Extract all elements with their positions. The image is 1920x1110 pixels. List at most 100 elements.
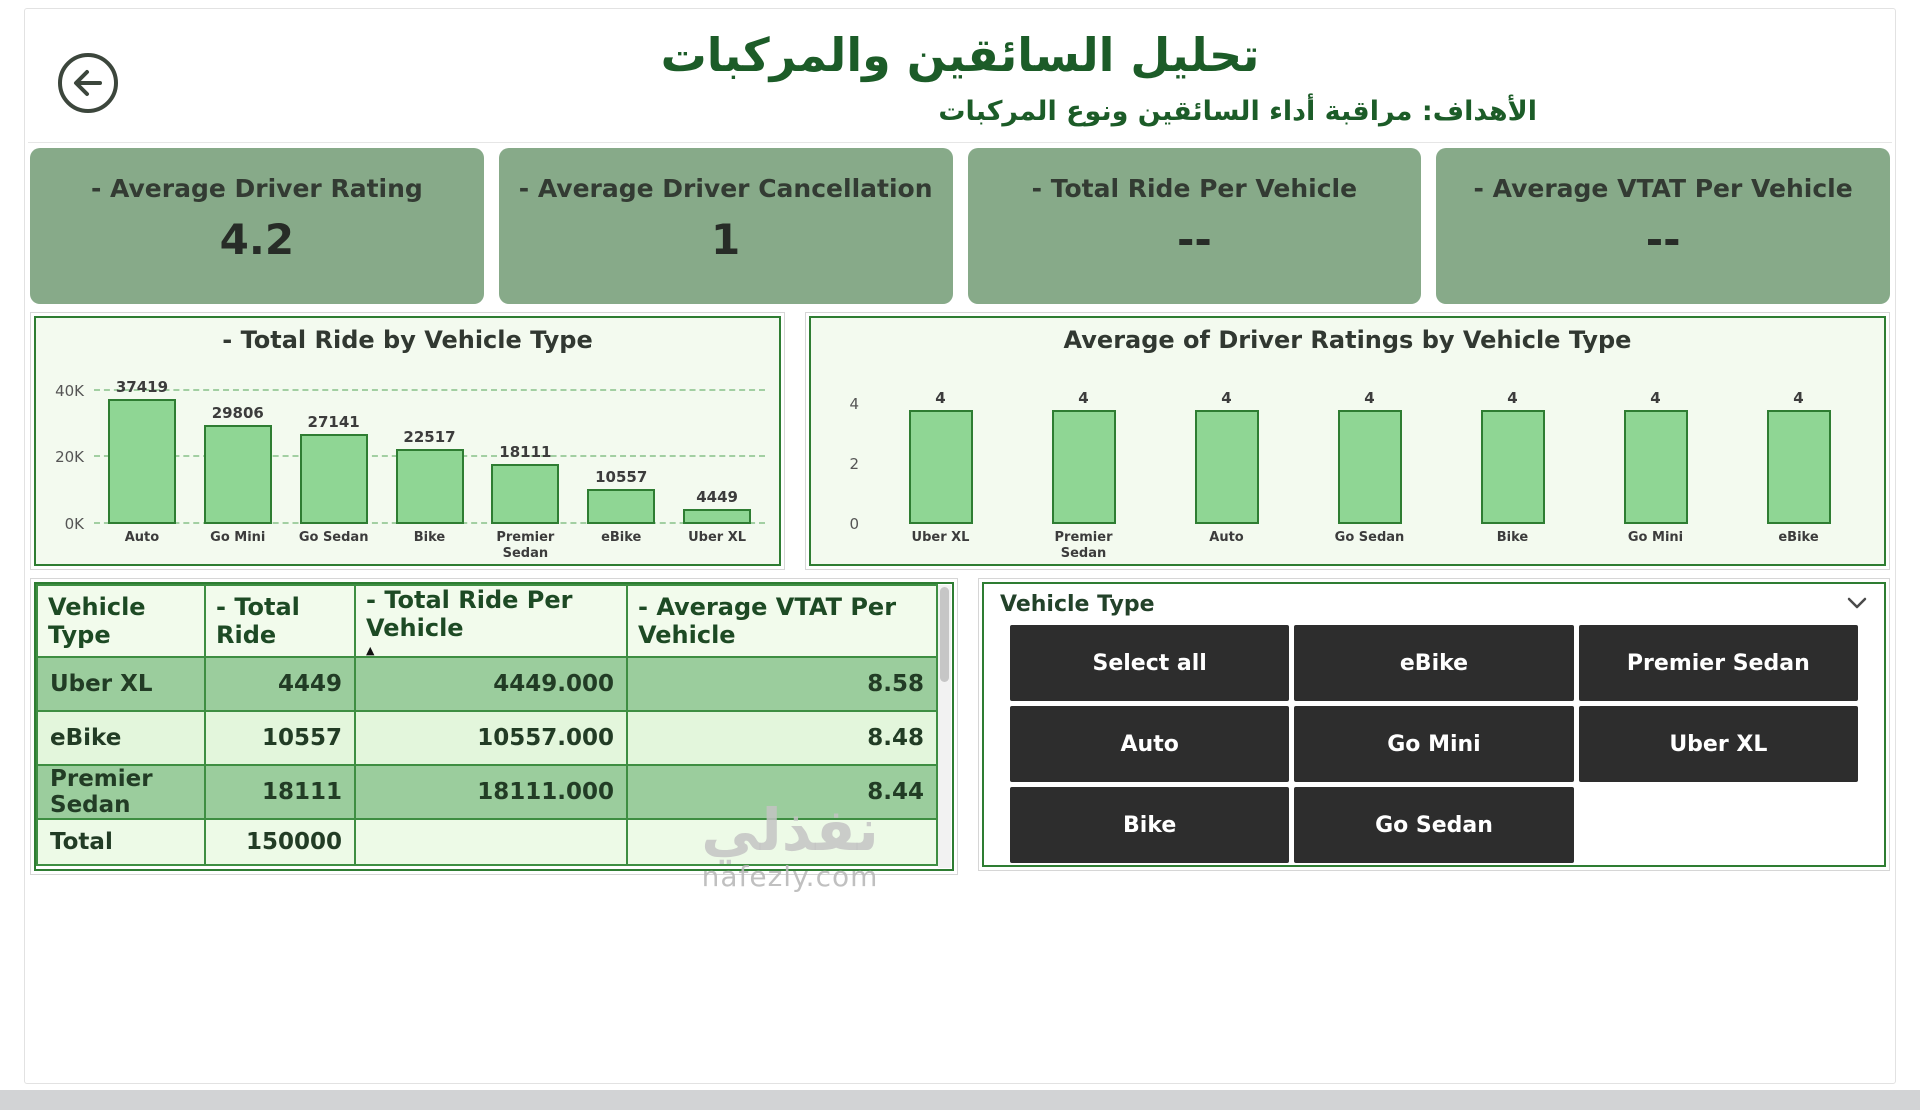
column-header-vehicle-type[interactable]: Vehicle Type bbox=[36, 584, 206, 658]
cell-empty bbox=[626, 818, 938, 866]
bar[interactable] bbox=[491, 463, 560, 524]
bar-value-label: 4 bbox=[935, 389, 946, 407]
back-button[interactable] bbox=[55, 50, 121, 116]
bar[interactable] bbox=[203, 424, 272, 524]
category-label: Go Mini bbox=[1627, 530, 1684, 545]
bar-value-label: 4 bbox=[1078, 389, 1089, 407]
y-axis: 0K 20K 40K bbox=[36, 374, 94, 533]
vehicle-table: Vehicle Type - Total Ride - Total Ride P… bbox=[36, 584, 938, 866]
y-tick-label: 2 bbox=[849, 455, 859, 473]
bar-value-label: 4 bbox=[1650, 389, 1661, 407]
bar[interactable] bbox=[299, 433, 368, 524]
slicer-option-uber-xl[interactable]: Uber XL bbox=[1578, 706, 1858, 782]
bar-value-label: 37419 bbox=[115, 378, 169, 397]
y-tick-label: 20K bbox=[55, 448, 84, 467]
category-label: eBike bbox=[601, 530, 642, 545]
cell-total-ride-per-vehicle: 10557.000 bbox=[354, 710, 628, 766]
bar[interactable] bbox=[107, 399, 176, 524]
table-scrollbar[interactable] bbox=[938, 585, 951, 868]
category-label: Uber XL bbox=[688, 530, 747, 545]
cell-total-ride-per-vehicle: 18111.000 bbox=[354, 764, 628, 820]
bar-value-label: 4 bbox=[1507, 389, 1518, 407]
bar-value-label: 4 bbox=[1364, 389, 1375, 407]
cell-total-label: Total bbox=[36, 818, 206, 866]
scrollbar-thumb[interactable] bbox=[940, 587, 949, 682]
bar[interactable] bbox=[395, 448, 464, 524]
table-header-row: Vehicle Type - Total Ride - Total Ride P… bbox=[36, 584, 938, 658]
gridline bbox=[94, 388, 765, 391]
slicer-options: Select all eBike Premier Sedan Auto Go Mini U… bbox=[984, 619, 1884, 863]
bar-value-label: 22517 bbox=[403, 427, 456, 446]
cell-average-vtat: 8.58 bbox=[626, 656, 938, 712]
slicer-option-select-all[interactable]: Select all bbox=[1010, 625, 1290, 701]
slicer-option-ebike[interactable]: eBike bbox=[1294, 625, 1574, 701]
chart-title: Average of Driver Ratings by Vehicle Typ… bbox=[1063, 326, 1632, 354]
chart-title: - Total Ride by Vehicle Type bbox=[222, 326, 593, 354]
vehicle-table-visual: Vehicle Type - Total Ride - Total Ride P… bbox=[30, 578, 958, 875]
bar[interactable] bbox=[587, 488, 656, 524]
y-tick-label: 0K bbox=[64, 515, 84, 533]
category-label: Go Mini bbox=[210, 530, 266, 545]
kpi-total-ride-per-vehicle: - Total Ride Per Vehicle -- bbox=[967, 148, 1422, 304]
slicer-option-auto[interactable]: Auto bbox=[1010, 706, 1290, 782]
slicer-option-bike[interactable]: Bike bbox=[1010, 787, 1290, 863]
bottom-row: Vehicle Type - Total Ride - Total Ride P… bbox=[30, 578, 1890, 875]
cell-total-ride-sum: 150000 bbox=[204, 818, 356, 866]
page-subtitle: الأهداف: مراقبة أداء السائقين ونوع المرك… bbox=[938, 96, 1537, 127]
bar-group: 10557 eBike bbox=[573, 374, 669, 545]
table-row-total: Total 150000 bbox=[36, 818, 938, 866]
category-label: Go Sedan bbox=[298, 530, 369, 545]
bottom-edge-strip bbox=[0, 1090, 1920, 1110]
column-header-total-ride[interactable]: - Total Ride bbox=[204, 584, 356, 658]
slicer-option-go-sedan[interactable]: Go Sedan bbox=[1294, 787, 1574, 863]
bar-value-label: 4449 bbox=[696, 488, 738, 507]
bar[interactable] bbox=[683, 509, 752, 524]
driver-ratings-by-vehicle-type-chart: Average of Driver Ratings by Vehicle Typ… bbox=[805, 312, 1890, 570]
bar-group: 22517 Bike bbox=[382, 374, 478, 545]
y-axis: 0 2 4 bbox=[811, 389, 869, 533]
slicer-option-go-mini[interactable]: Go Mini bbox=[1294, 706, 1574, 782]
bar[interactable] bbox=[908, 410, 973, 524]
bar[interactable] bbox=[1337, 410, 1402, 524]
cell-total-ride: 4449 bbox=[204, 656, 356, 712]
kpi-label: - Average VTAT Per Vehicle bbox=[1473, 174, 1853, 203]
bar-group: 4 Go Sedan bbox=[1298, 389, 1441, 545]
cell-vehicle-type: Premier Sedan bbox=[36, 764, 206, 820]
table-row-ebike[interactable]: eBike 10557 10557.000 8.48 bbox=[36, 710, 938, 766]
y-tick-label: 0 bbox=[849, 515, 859, 533]
cell-average-vtat: 8.48 bbox=[626, 710, 938, 766]
bar-group: 18111 Premier Sedan bbox=[477, 374, 573, 561]
bar[interactable] bbox=[1194, 410, 1259, 524]
category-label: Go Sedan bbox=[1334, 530, 1405, 545]
bar-group: 4 Bike bbox=[1441, 389, 1584, 545]
total-ride-by-vehicle-type-chart: - Total Ride by Vehicle Type 0K 20K 40K 37… bbox=[30, 312, 785, 570]
bar-group: 4 Auto bbox=[1155, 389, 1298, 545]
category-label: Uber XL bbox=[911, 530, 970, 545]
bar[interactable] bbox=[1480, 410, 1545, 524]
kpi-row: - Average Driver Rating 4.2 - Average Dr… bbox=[30, 148, 1890, 304]
y-tick-label: 4 bbox=[849, 395, 859, 413]
category-label: Auto bbox=[1209, 530, 1244, 545]
bar-group: 27141 Go Sedan bbox=[286, 374, 382, 545]
slicer-option-premier-sedan[interactable]: Premier Sedan bbox=[1578, 625, 1858, 701]
table-row-premier-sedan[interactable]: Premier Sedan 18111 18111.000 8.44 bbox=[36, 764, 938, 820]
bar[interactable] bbox=[1766, 410, 1831, 524]
bar-value-label: 29806 bbox=[211, 403, 264, 422]
column-header-total-ride-per-vehicle[interactable]: - Total Ride Per Vehicle ▲ bbox=[354, 584, 628, 658]
plot-area: 4 Uber XL 4 Premier Sedan 4 Auto 4 Go Sedan 4 Bik… bbox=[869, 389, 1870, 561]
bar[interactable] bbox=[1051, 410, 1116, 524]
bar-group: 4449 Uber XL bbox=[669, 374, 765, 545]
table-row-uber-xl[interactable]: Uber XL 4449 4449.000 8.58 bbox=[36, 656, 938, 712]
category-label: Auto bbox=[124, 530, 160, 545]
page-title: تحليل السائقين والمركبات bbox=[660, 28, 1260, 82]
bar-value-label: 4 bbox=[1221, 389, 1232, 407]
bar-group: 4 eBike bbox=[1727, 389, 1870, 545]
bar-group: 4 Go Mini bbox=[1584, 389, 1727, 545]
bar-value-label: 4 bbox=[1793, 389, 1804, 407]
charts-row: - Total Ride by Vehicle Type 0K 20K 40K 37… bbox=[30, 312, 1890, 570]
bar[interactable] bbox=[1623, 410, 1688, 524]
bar-group: 29806 Go Mini bbox=[190, 374, 286, 545]
slicer-collapse-button[interactable] bbox=[1844, 594, 1870, 615]
column-header-average-vtat-per-vehicle[interactable]: - Average VTAT Per Vehicle bbox=[626, 584, 938, 658]
cell-vehicle-type: Uber XL bbox=[36, 656, 206, 712]
